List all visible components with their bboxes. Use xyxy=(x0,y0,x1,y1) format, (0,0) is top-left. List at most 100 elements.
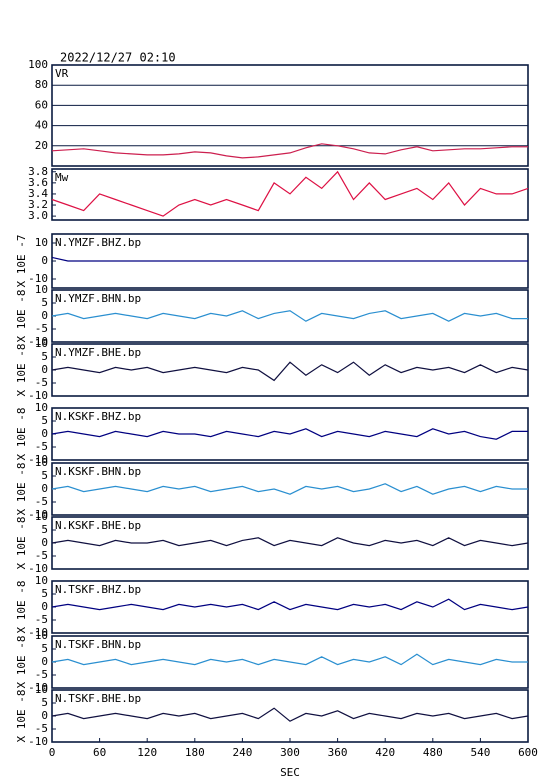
y-tick-label: 0 xyxy=(41,482,48,495)
x-tick-label: 360 xyxy=(328,746,348,759)
y-tick-label: -5 xyxy=(35,613,48,626)
x-tick-label: 540 xyxy=(470,746,490,759)
y-tick-label: 0 xyxy=(41,655,48,668)
y-tick-label: 0 xyxy=(41,363,48,376)
y-tick-label: 0 xyxy=(41,309,48,322)
y-tick-label: 0 xyxy=(41,709,48,722)
y-axis-label: X 10E -8 xyxy=(15,408,28,461)
y-tick-label: 10 xyxy=(35,337,48,350)
y-axis-label: X 10E -7 xyxy=(15,235,28,288)
waveform xyxy=(51,361,529,382)
y-tick-label: 3.6 xyxy=(28,176,48,189)
panel-label: Mw xyxy=(55,171,69,184)
waveform xyxy=(51,256,528,262)
y-tick-label: 10 xyxy=(35,236,48,249)
y-tick-label: -5 xyxy=(35,549,48,562)
y-tick-label: 0 xyxy=(41,536,48,549)
y-tick-label: 5 xyxy=(41,296,48,309)
y-tick-label: 10 xyxy=(35,283,48,296)
y-tick-label: -10 xyxy=(28,735,48,748)
y-tick-label: 20 xyxy=(35,139,48,152)
y-axis-label: X 10E -8 xyxy=(15,463,28,516)
y-tick-label: 3.0 xyxy=(28,209,48,222)
panel-label: N.KSKF.BHN.bp xyxy=(55,465,141,478)
x-tick-label: 180 xyxy=(185,746,205,759)
y-tick-label: 10 xyxy=(35,401,48,414)
panel-label: N.YMZF.BHE.bp xyxy=(55,346,141,359)
x-tick-label: 300 xyxy=(280,746,300,759)
y-tick-label: 10 xyxy=(35,629,48,642)
y-tick-label: 5 xyxy=(41,696,48,709)
y-axis-label: X 10E -8 xyxy=(15,517,28,570)
y-tick-label: -10 xyxy=(28,508,48,521)
y-tick-label: -5 xyxy=(35,722,48,735)
waveform xyxy=(51,598,529,611)
y-tick-label: -5 xyxy=(35,322,48,335)
x-tick-label: 480 xyxy=(423,746,443,759)
y-axis-label: X 10E -8 xyxy=(15,290,28,343)
y-tick-label: -10 xyxy=(28,335,48,348)
y-tick-label: -10 xyxy=(28,626,48,639)
x-tick-label: 120 xyxy=(137,746,157,759)
x-axis-label: SEC xyxy=(280,766,300,779)
panel-frame xyxy=(51,64,529,167)
x-tick-label: 600 xyxy=(518,746,538,759)
panel-label: N.YMZF.BHN.bp xyxy=(55,292,141,305)
x-tick-label: 0 xyxy=(49,746,56,759)
x-tick-label: 60 xyxy=(93,746,106,759)
y-tick-label: -10 xyxy=(28,272,48,285)
y-tick-label: 60 xyxy=(35,98,48,111)
panel-frame xyxy=(51,168,529,221)
y-tick-label: 3.4 xyxy=(28,187,48,200)
y-tick-label: 3.2 xyxy=(28,198,48,211)
waveform xyxy=(51,310,528,322)
y-tick-label: 5 xyxy=(41,469,48,482)
y-tick-label: 80 xyxy=(35,78,48,91)
y-tick-label: -10 xyxy=(28,453,48,466)
panel-label: N.KSKF.BHZ.bp xyxy=(55,410,141,423)
y-tick-label: 5 xyxy=(41,414,48,427)
x-tick-label: 240 xyxy=(232,746,252,759)
chart-title: 2022/12/27 02:10 xyxy=(60,51,176,65)
y-tick-label: 0 xyxy=(41,600,48,613)
y-axis-label: X 10E -8 xyxy=(15,636,28,689)
y-tick-label: 5 xyxy=(41,642,48,655)
panel-label: N.TSKF.BHZ.bp xyxy=(55,583,141,596)
waveform xyxy=(51,483,528,495)
y-tick-label: 0 xyxy=(41,254,48,267)
waveform xyxy=(51,707,529,722)
waveform xyxy=(51,537,529,547)
x-tick-label: 420 xyxy=(375,746,395,759)
y-tick-label: 10 xyxy=(35,574,48,587)
y-tick-label: -5 xyxy=(35,440,48,453)
waveform xyxy=(51,170,529,217)
y-tick-label: 3.8 xyxy=(28,165,48,178)
y-tick-label: -10 xyxy=(28,562,48,575)
y-tick-label: 40 xyxy=(35,119,48,132)
y-tick-label: 10 xyxy=(35,683,48,696)
y-tick-label: 5 xyxy=(41,523,48,536)
y-tick-label: 5 xyxy=(41,350,48,363)
y-tick-label: 0 xyxy=(41,427,48,440)
waveform xyxy=(51,428,528,440)
y-tick-label: -5 xyxy=(35,376,48,389)
y-tick-label: -5 xyxy=(35,668,48,681)
panel-label: N.YMZF.BHZ.bp xyxy=(55,236,141,249)
y-tick-label: 10 xyxy=(35,510,48,523)
y-tick-label: -10 xyxy=(28,389,48,402)
waveform xyxy=(51,653,528,666)
y-axis-label: X 10E -8 xyxy=(15,581,28,634)
y-tick-label: 5 xyxy=(41,587,48,600)
y-axis-label: X 10E -8 xyxy=(15,690,28,743)
y-axis-label: X 10E -8 xyxy=(15,344,28,397)
y-tick-label: 100 xyxy=(28,58,48,71)
panel-label: N.TSKF.BHE.bp xyxy=(55,692,141,705)
y-tick-label: -10 xyxy=(28,681,48,694)
panel-label: N.TSKF.BHN.bp xyxy=(55,638,141,651)
panel-label: VR xyxy=(55,67,69,80)
y-tick-label: -5 xyxy=(35,495,48,508)
y-tick-label: 10 xyxy=(35,456,48,469)
panel-label: N.KSKF.BHE.bp xyxy=(55,519,141,532)
waveform xyxy=(51,143,528,159)
